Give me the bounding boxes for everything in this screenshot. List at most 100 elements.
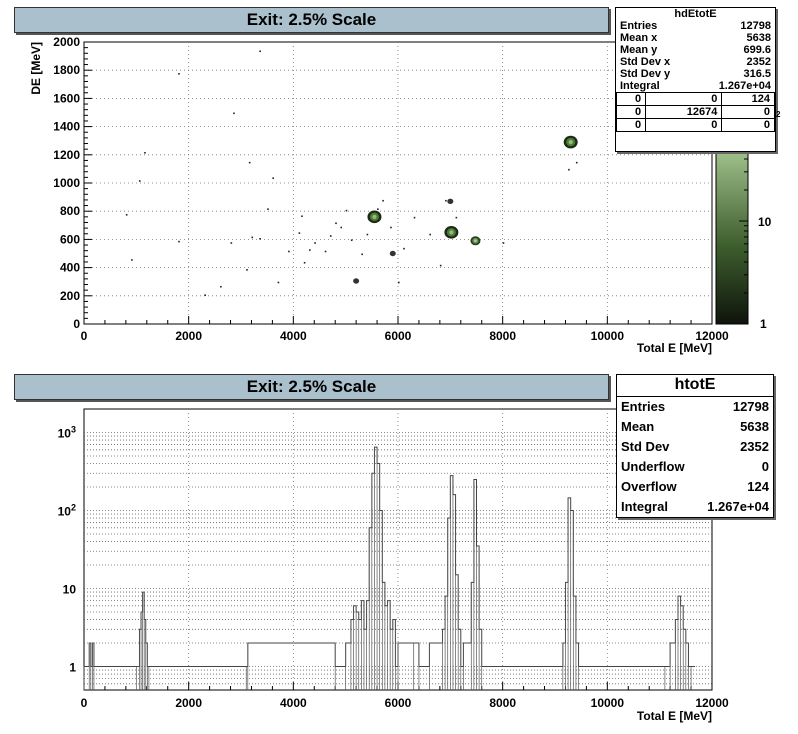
- cluster-core: [449, 230, 454, 235]
- bottom-stats-value: 2352: [740, 439, 769, 454]
- top-stats-cells: 0 0 124 0 12674 0 0 0 0: [615, 92, 775, 132]
- y-tick-label: 2000: [53, 35, 80, 49]
- scatter-point: [413, 216, 416, 219]
- bottom-stats-label: Entries: [621, 399, 666, 415]
- y-tick-label: 200: [60, 289, 80, 303]
- bottom-stats-value: 5638: [740, 419, 769, 434]
- bottom-stats-label: Mean: [621, 419, 655, 434]
- top-stats-value: 316.5: [743, 68, 771, 80]
- palette-exponent: 2: [776, 110, 781, 119]
- cluster-outer: [389, 250, 396, 257]
- top-stats-box: hdEtotE Entries 12798 Mean x 5638 Mean y 69…: [615, 7, 776, 152]
- palette-label: 1: [760, 317, 767, 331]
- y-tick-base: 10: [58, 426, 72, 440]
- scatter-point: [314, 242, 316, 244]
- x-tick-label: 6000: [385, 329, 412, 343]
- top-stats-value: 1.267e+04: [718, 80, 771, 92]
- scatter-point: [445, 199, 447, 202]
- scatter-point: [267, 208, 269, 210]
- x-tick-label: 4000: [280, 696, 307, 710]
- scatter-point: [439, 264, 442, 267]
- scatter-point: [259, 50, 261, 53]
- x-tick-label: 12000: [695, 329, 729, 343]
- top-stats-name: hdEtotE: [674, 8, 717, 20]
- cluster-outer: [353, 278, 360, 284]
- bottom-stats-value: 1.267e+04: [707, 499, 769, 514]
- stats-cell: 12674: [645, 105, 723, 119]
- scatter-point: [259, 237, 261, 240]
- y-tick-label: 103: [58, 424, 76, 440]
- scatter-point: [204, 294, 206, 296]
- x-tick-label: 0: [81, 329, 88, 343]
- scatter-point: [382, 199, 384, 202]
- scatter-point: [220, 285, 222, 288]
- stats-cell: 124: [721, 92, 775, 106]
- scatter-point: [340, 226, 343, 229]
- stats-cell: 0: [645, 118, 723, 132]
- scatter-point: [429, 233, 431, 236]
- scatter-point: [178, 240, 180, 243]
- scatter-point: [233, 112, 235, 115]
- scatter-point: [575, 161, 578, 164]
- bottom-stats-box: htotE Entries 12798 Mean 5638 Std Dev 2352 …: [616, 374, 774, 518]
- scatter-point: [246, 269, 248, 271]
- y-tick-label: 1600: [53, 91, 80, 105]
- y-tick-label: 102: [58, 502, 76, 518]
- bottom-stats-label: Underflow: [621, 459, 685, 474]
- scatter-point: [288, 250, 290, 253]
- bottom-stats-label: Overflow: [621, 479, 677, 494]
- scatter-point: [361, 253, 363, 256]
- scatter-point: [398, 281, 400, 284]
- y-axis-label: DE [MeV]: [29, 42, 43, 95]
- cluster-core: [473, 239, 477, 243]
- scatter-point: [301, 215, 303, 218]
- top-stats-label: Entries: [620, 20, 658, 32]
- cluster-core: [568, 140, 573, 145]
- top-stats-label: Mean x: [620, 32, 658, 44]
- scatter-point: [350, 239, 353, 241]
- scatter-point: [303, 261, 306, 264]
- y-tick-label: 400: [60, 261, 80, 275]
- cluster-core: [372, 214, 377, 219]
- scatter-point: [345, 209, 348, 212]
- x-tick-label: 10000: [591, 696, 625, 710]
- top-stats-label: Std Dev x: [620, 56, 671, 68]
- x-tick-label: 4000: [280, 329, 307, 343]
- scatter-point: [324, 250, 327, 253]
- scatter-point: [144, 151, 146, 154]
- scatter-point: [403, 247, 405, 250]
- scatter-point: [502, 242, 505, 244]
- scatter-point: [125, 214, 128, 216]
- scatter-point: [329, 235, 332, 237]
- y-tick-label: 1200: [53, 148, 80, 162]
- y-tick-label: 10: [63, 583, 77, 597]
- top-stats-value: 699.6: [743, 44, 771, 56]
- scatter-point: [251, 236, 254, 239]
- scatter-point: [298, 232, 301, 234]
- y-tick-label: 600: [60, 232, 80, 246]
- bottom-stats-name: htotE: [617, 375, 773, 397]
- y-tick-label: 1400: [53, 120, 80, 134]
- x-tick-label: 12000: [695, 696, 729, 710]
- bottom-stats-value: 0: [761, 459, 769, 474]
- x-tick-label: 0: [81, 696, 88, 710]
- top-plot-title: Exit: 2.5% Scale: [14, 7, 609, 33]
- bottom-stats-value: 124: [747, 479, 769, 494]
- x-tick-label: 2000: [175, 696, 202, 710]
- scatter-point: [138, 180, 141, 182]
- scatter-point: [230, 242, 233, 244]
- cluster-outer: [447, 198, 454, 205]
- scatter-point: [390, 226, 392, 229]
- color-palette: [715, 147, 749, 325]
- bottom-stats-label: Std Dev: [621, 439, 670, 454]
- x-axis-label: Total E [MeV]: [637, 341, 712, 355]
- x-tick-label: 10000: [591, 329, 625, 343]
- top-heatmap-plot: 0 2000 4000 6000 8000 10000 120000200400600800…: [29, 35, 772, 355]
- bottom-stats-label: Integral: [621, 499, 668, 514]
- stats-cell: 0: [615, 118, 647, 132]
- scatter-point: [131, 259, 133, 261]
- top-stats-label: Std Dev y: [620, 68, 671, 80]
- x-tick-label: 2000: [175, 329, 202, 343]
- y-tick-exponent: 2: [71, 502, 76, 512]
